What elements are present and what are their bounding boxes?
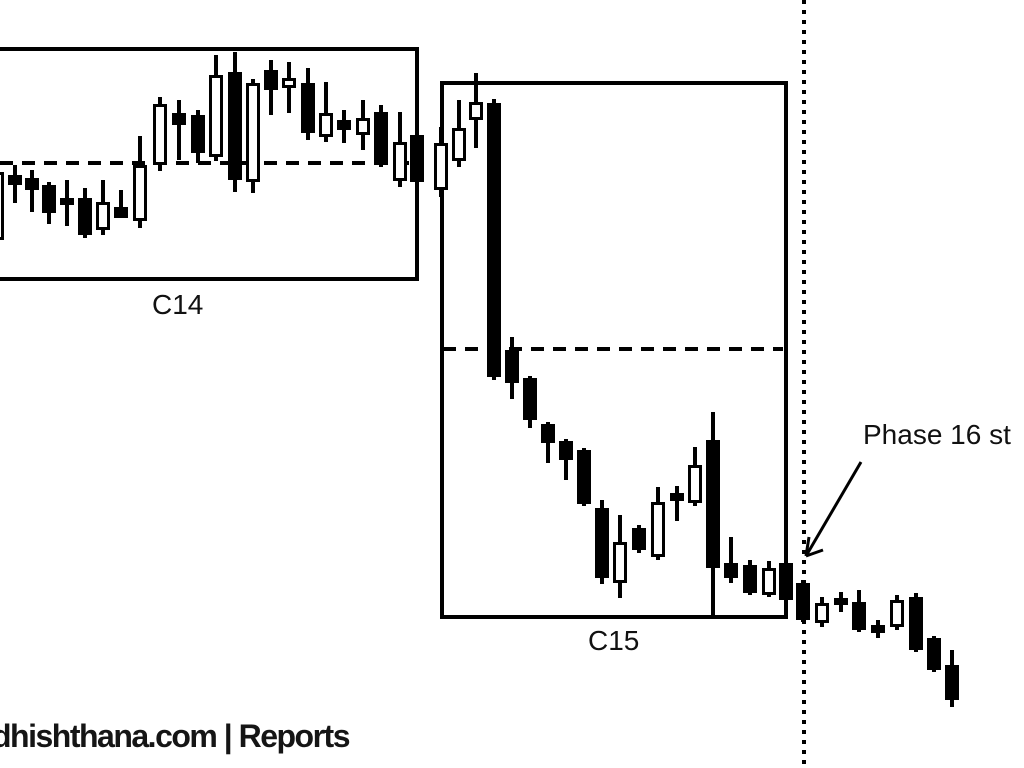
c15-dashed-midline	[443, 347, 783, 351]
candle-body-down	[191, 115, 205, 153]
candle-body-up	[153, 104, 167, 165]
c15-phase-box	[440, 81, 788, 619]
candle-wick	[675, 486, 679, 521]
candle-body-down	[8, 175, 22, 185]
c14-label: C14	[152, 289, 204, 320]
candle-body-up	[246, 83, 260, 182]
candle-body-up	[815, 603, 829, 623]
candle-body-up	[452, 128, 466, 161]
candle-body-down	[42, 185, 56, 213]
phase-16-annotation-text: Phase 16 st	[863, 419, 1011, 450]
candle-body-up	[890, 600, 904, 627]
candle-body-down	[595, 508, 609, 578]
candle-body-down	[796, 583, 810, 620]
candle-body-up	[434, 143, 448, 190]
candle-body-down	[78, 198, 92, 235]
arrowhead-barb	[804, 536, 811, 557]
phase-16-dotted-divider-line	[802, 0, 806, 768]
candle-body-down	[559, 441, 573, 460]
candle-wick	[324, 82, 328, 142]
candle-body-up	[469, 102, 483, 120]
candle-wick	[119, 190, 123, 218]
candle-body-up	[0, 172, 4, 240]
candle-body-up	[688, 465, 702, 503]
candle-body-down	[505, 350, 519, 383]
candle-body-down	[228, 72, 242, 180]
candle-body-down	[60, 198, 74, 205]
candle-body-up	[613, 542, 627, 583]
candle-body-up	[762, 568, 776, 595]
candle-body-down	[577, 450, 591, 504]
candle-wick	[177, 100, 181, 160]
candle-body-down	[871, 625, 885, 633]
arrow-shaft	[804, 461, 863, 557]
candle-body-down	[172, 113, 186, 125]
candle-body-up	[96, 202, 110, 230]
candle-body-down	[927, 638, 941, 670]
candle-body-down	[834, 598, 848, 605]
candle-body-down	[374, 112, 388, 165]
candle-body-up	[393, 142, 407, 181]
candle-body-down	[25, 178, 39, 190]
candle-body-up	[209, 75, 223, 157]
candle-body-down	[852, 602, 866, 630]
candle-body-down	[743, 565, 757, 593]
candle-body-down	[301, 83, 315, 133]
c15-label: C15	[588, 625, 640, 656]
candle-body-down	[410, 135, 424, 182]
candle-body-down	[541, 424, 555, 443]
candle-wick	[30, 170, 34, 212]
c14-dashed-midline	[0, 161, 417, 165]
candle-body-up	[651, 502, 665, 557]
candle-body-down	[670, 493, 684, 501]
candle-body-up	[319, 113, 333, 137]
watermark-text: dhishthana.com | Reports	[0, 718, 351, 754]
candle-body-down	[706, 440, 720, 568]
candle-wick	[729, 537, 733, 583]
candle-body-up	[282, 78, 296, 88]
candle-body-down	[264, 70, 278, 90]
candle-body-up	[133, 165, 147, 221]
candle-body-down	[779, 563, 793, 600]
candle-body-down	[523, 378, 537, 420]
candle-body-down	[337, 120, 351, 130]
candle-body-down	[114, 207, 128, 218]
candle-body-down	[632, 528, 646, 550]
candle-body-down	[945, 665, 959, 700]
arrowhead-barb	[805, 548, 824, 558]
candle-body-up	[356, 118, 370, 135]
candle-body-down	[487, 103, 501, 377]
candle-body-down	[909, 597, 923, 650]
candle-body-down	[724, 563, 738, 578]
